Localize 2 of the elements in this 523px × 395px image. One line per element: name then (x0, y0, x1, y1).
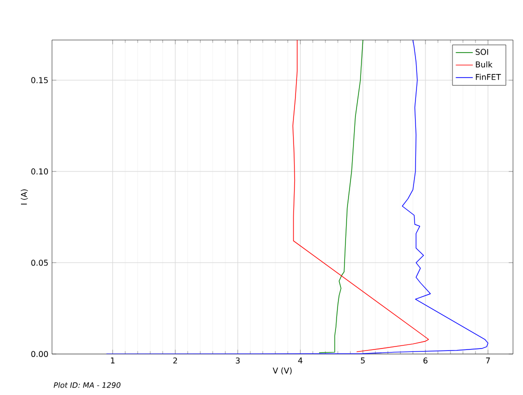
line-series (318, 40, 364, 354)
line-series (292, 40, 429, 352)
